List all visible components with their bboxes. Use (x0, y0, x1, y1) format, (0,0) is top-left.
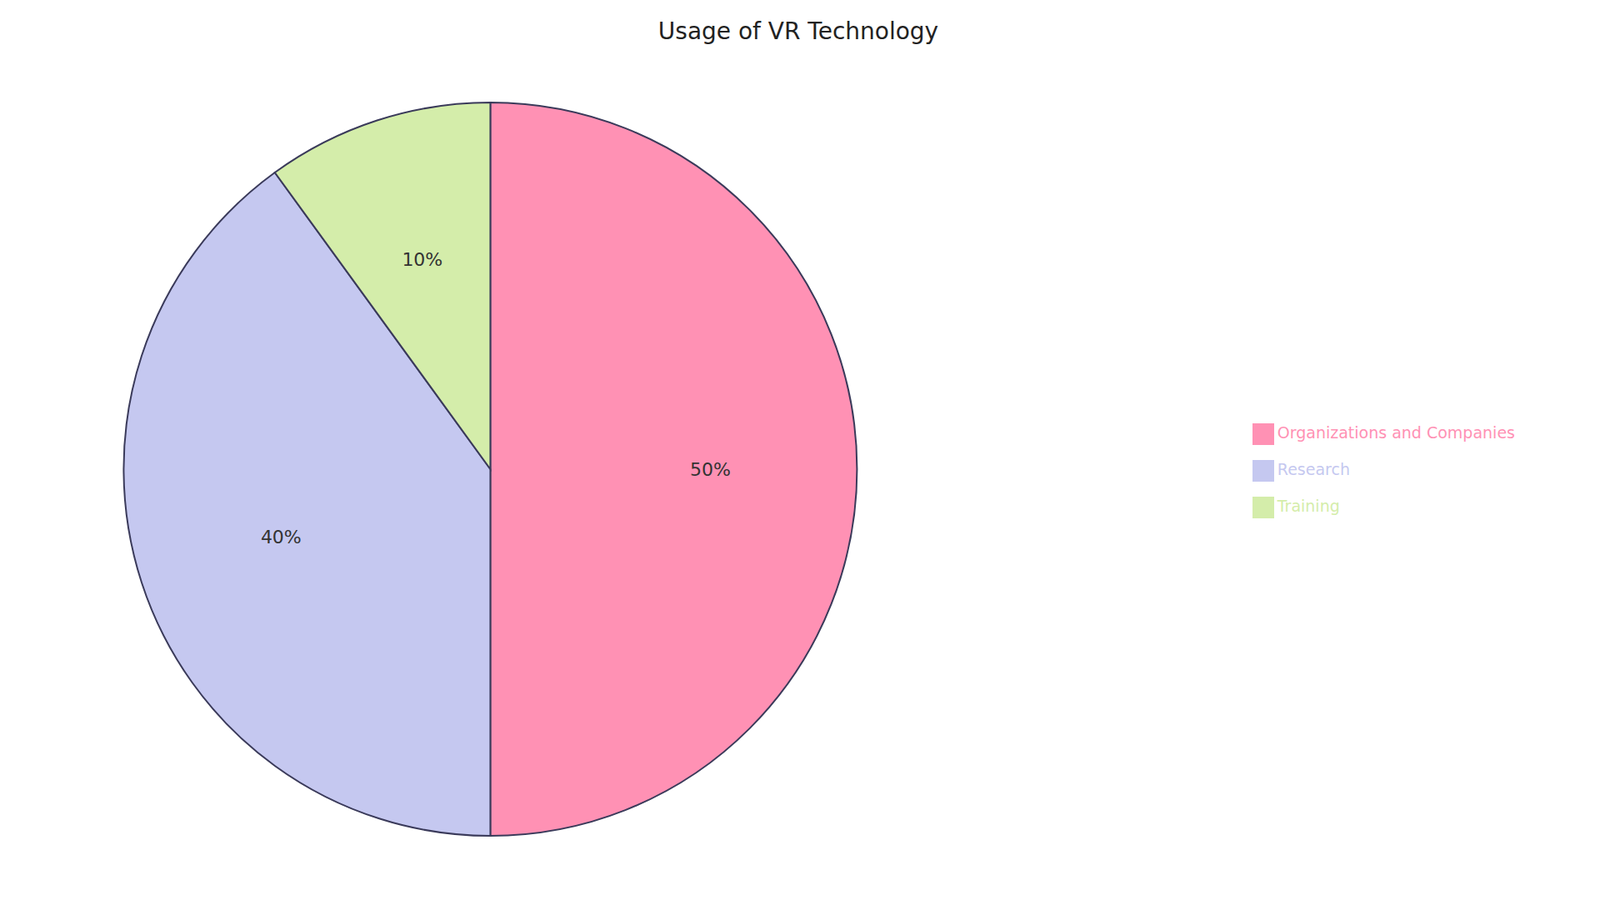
html-text:Organizations and Companies: Organizations and Companies (1277, 423, 1515, 442)
svg-text:10%: 10% (401, 249, 443, 270)
svg-text:40%: 40% (260, 526, 302, 548)
html-text:Training: Training (1277, 496, 1340, 515)
svg-text:50%: 50% (690, 459, 731, 480)
html-text:Usage of VR Technology: Usage of VR Technology (658, 17, 939, 45)
html-text:Research: Research (1277, 460, 1350, 479)
